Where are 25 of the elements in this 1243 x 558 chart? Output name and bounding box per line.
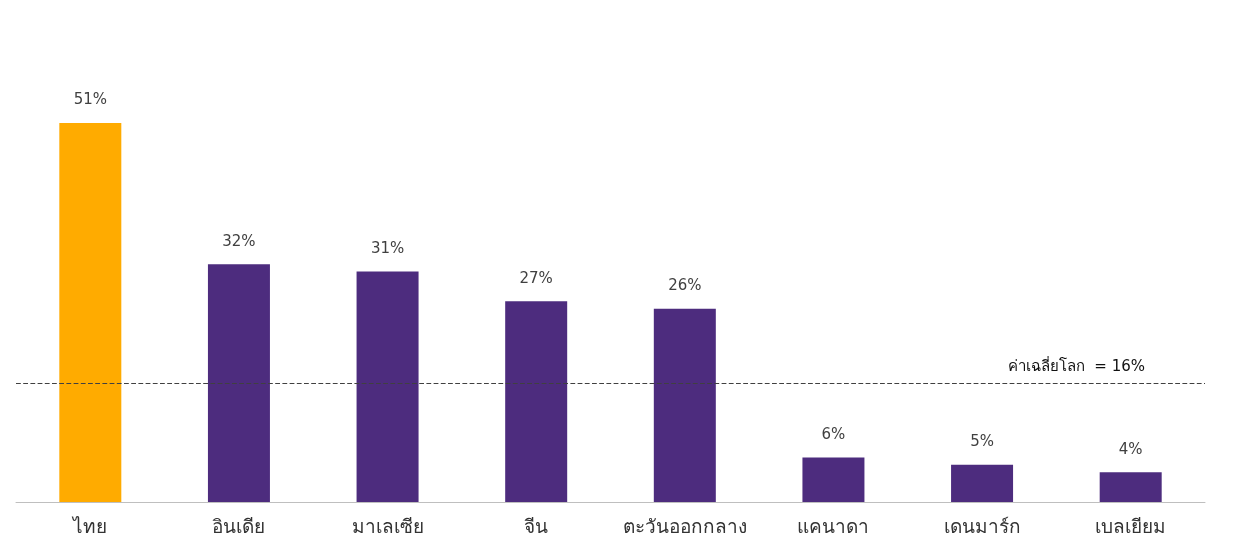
bar bbox=[653, 308, 716, 502]
bar bbox=[951, 464, 1014, 502]
x-tick-label: เบลเยียม bbox=[1095, 514, 1167, 537]
data-label: 51% bbox=[73, 90, 107, 109]
x-tick-label: เดนมาร์ก bbox=[943, 514, 1021, 537]
bar bbox=[207, 264, 270, 502]
x-tick-label: แคนาดา bbox=[797, 514, 870, 537]
data-label: 6% bbox=[821, 424, 846, 443]
x-tick-label: ตะวันออกกลาง bbox=[622, 514, 747, 537]
data-label: 31% bbox=[370, 239, 405, 258]
ref-line-label: ค่าเฉลี่ยโลก = 16% bbox=[1007, 354, 1145, 375]
data-label: 27% bbox=[519, 268, 553, 287]
data-label: 5% bbox=[970, 432, 994, 451]
x-tick-label: ไทย bbox=[71, 514, 108, 537]
bar bbox=[356, 271, 419, 502]
data-label: 32% bbox=[222, 231, 256, 250]
bar bbox=[1099, 472, 1162, 502]
x-tick-label: มาเลเซีย bbox=[351, 514, 424, 537]
bar bbox=[802, 457, 865, 502]
bar bbox=[59, 122, 122, 502]
data-label: 4% bbox=[1118, 439, 1143, 458]
data-label: 26% bbox=[668, 276, 702, 295]
bar bbox=[505, 301, 568, 502]
x-tick-label: อินเดีย bbox=[212, 514, 266, 537]
x-tick-label: จีน bbox=[524, 514, 549, 537]
